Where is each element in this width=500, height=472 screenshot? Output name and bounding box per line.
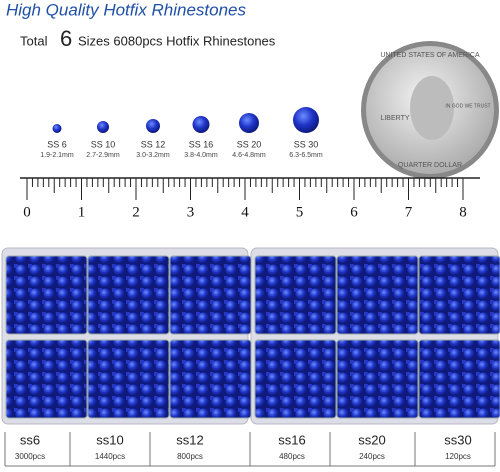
ruler-number: 1	[78, 204, 86, 220]
size-name: SS 16	[189, 139, 214, 149]
size-range: 1.9-2.1mm	[40, 152, 74, 159]
compartment-name: ss10	[96, 432, 123, 447]
size-range: 6.3-6.5mm	[289, 152, 323, 159]
coin-text: IN GOD WE TRUST	[445, 103, 490, 109]
size-range: 3.8-4.0mm	[184, 152, 218, 159]
compartment-name: ss6	[20, 432, 40, 447]
compartment	[418, 339, 500, 419]
size-range: 3.0-3.2mm	[136, 152, 170, 159]
gem	[293, 107, 319, 133]
compartment-name: ss16	[278, 432, 305, 447]
compartment	[169, 255, 252, 335]
compartment-name: ss20	[358, 432, 385, 447]
compartment	[418, 255, 500, 335]
title: High Quality Hotfix Rhinestones	[6, 0, 247, 19]
ruler: 0 1 2 3 4 5 6 7 8	[20, 177, 480, 220]
compartment-count: 3000pcs	[15, 452, 45, 461]
gem	[52, 124, 62, 133]
compartment	[5, 339, 88, 419]
coin-text: QUARTER DOLLAR	[398, 162, 462, 169]
compartment-count: 1440pcs	[95, 452, 125, 461]
size-name: SS 30	[294, 139, 319, 149]
total-suffix: Sizes 6080pcs Hotfix Rhinestones	[78, 33, 276, 48]
ruler-number: 0	[23, 204, 31, 220]
gem	[146, 119, 160, 133]
ruler-number: 4	[241, 204, 249, 220]
size-range: 4.6-4.8mm	[232, 152, 266, 159]
size-range: 2.7-2.9mm	[86, 152, 120, 159]
ruler-number: 2	[132, 204, 140, 220]
compartment	[336, 339, 419, 419]
compartment	[5, 255, 88, 335]
gem	[192, 116, 210, 133]
compartment	[254, 339, 337, 419]
coin: UNITED STATES OF AMERICA LIBERTY IN GOD …	[361, 41, 499, 179]
total-number: 6	[60, 26, 72, 51]
size-name: SS 20	[237, 139, 262, 149]
compartment	[87, 339, 170, 419]
ruler-number: 5	[296, 204, 304, 220]
compartment	[169, 339, 252, 419]
compartment	[254, 255, 337, 335]
size-name: SS 6	[47, 139, 67, 149]
coin-text: UNITED STATES OF AMERICA	[380, 52, 480, 59]
ruler-number: 8	[459, 204, 467, 220]
gem	[97, 121, 109, 133]
compartment-count: 240pcs	[359, 452, 385, 461]
compartment	[87, 255, 170, 335]
ruler-number: 3	[187, 204, 195, 220]
coin-text: LIBERTY	[380, 115, 409, 122]
compartments: ss6 3000pcs ss10 1440pcs ss12 800pcs ss16 480pc…	[4, 255, 500, 467]
compartment-count: 800pcs	[177, 452, 203, 461]
gem	[239, 113, 259, 133]
compartment-count: 480pcs	[279, 452, 305, 461]
compartment-name: ss12	[176, 432, 203, 447]
ruler-number: 6	[350, 204, 358, 220]
size-samples: SS 6 1.9-2.1mm SS 10 2.7-2.9mm SS 12 3.0-3.2m…	[40, 107, 323, 159]
size-name: SS 10	[91, 139, 116, 149]
total-prefix: Total	[20, 33, 48, 48]
ruler-number: 7	[405, 204, 413, 220]
compartment-count: 120pcs	[445, 452, 471, 461]
compartment-name: ss30	[444, 432, 471, 447]
size-name: SS 12	[141, 139, 166, 149]
compartment	[336, 255, 419, 335]
coin-portrait	[410, 76, 454, 140]
